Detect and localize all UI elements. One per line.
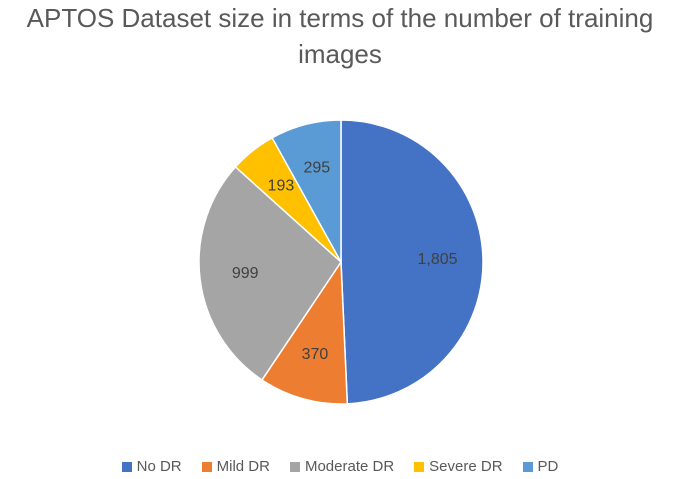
legend-swatch-severe-dr: [414, 462, 425, 472]
legend-label-mild-dr: Mild DR: [216, 458, 270, 475]
pie-slice-moderate-dr: [198, 165, 342, 382]
pie-slice-mild-dr: [260, 259, 349, 405]
legend-label-severe-dr: Severe DR: [429, 458, 503, 475]
legend-label-moderate-dr: Moderate DR: [304, 458, 395, 475]
chart-title-line-1: APTOS Dataset size in terms of the numbe…: [26, 3, 654, 33]
chart-title-line-2: images: [298, 39, 382, 69]
data-label-moderate-dr: 999: [232, 265, 259, 282]
legend-swatch-moderate-dr: [289, 462, 300, 472]
legend-swatch-mild-dr: [201, 462, 212, 472]
legend-label-pd: PD: [537, 458, 559, 475]
data-label-pd: 295: [303, 160, 330, 177]
data-label-no-dr: 1,805: [418, 251, 458, 268]
legend-item-pd: PD: [522, 458, 559, 476]
legend-label-no-dr: No DR: [136, 458, 182, 475]
legend-item-no-dr: No DR: [121, 458, 182, 476]
legend-swatch-no-dr: [121, 462, 132, 472]
legend: No DR Mild DR Moderate DR Severe DR PD: [0, 458, 680, 476]
pie-slices: [198, 119, 484, 405]
pie-data-labels: 1,805 370 999 193 295: [232, 160, 458, 363]
legend-item-moderate-dr: Moderate DR: [289, 458, 395, 476]
chart-title: APTOS Dataset size in terms of the numbe…: [0, 0, 680, 72]
data-label-severe-dr: 193: [268, 178, 295, 195]
legend-item-severe-dr: Severe DR: [414, 458, 503, 476]
data-label-mild-dr: 370: [302, 346, 329, 363]
pie-slice-pd: [271, 119, 342, 265]
legend-item-mild-dr: Mild DR: [201, 458, 270, 476]
legend-swatch-pd: [522, 462, 533, 472]
pie-slice-no-dr: [340, 119, 484, 405]
